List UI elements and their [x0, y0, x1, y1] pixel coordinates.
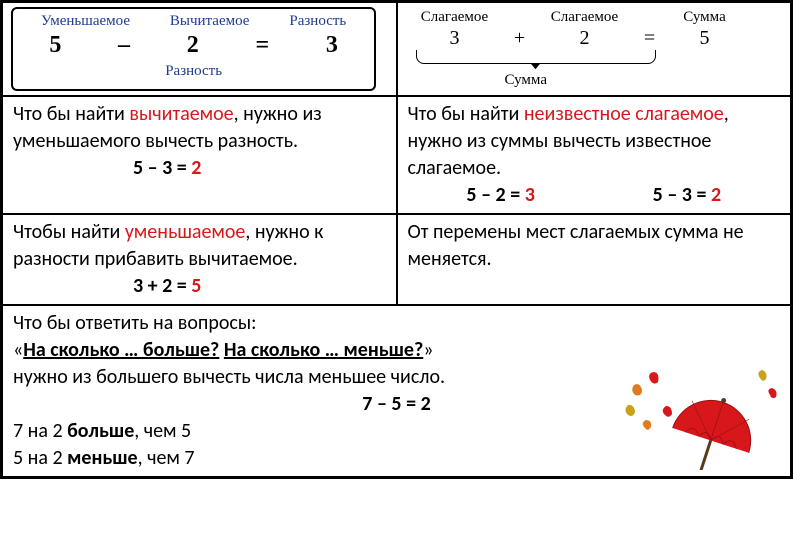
rule-find-minuend: Чтобы найти уменьшаемое, нужно к разност…: [2, 214, 397, 305]
val-b2: 2: [540, 25, 630, 52]
rule-compare: Что бы ответить на вопросы: «На сколько …: [2, 305, 791, 477]
val-eq2: =: [630, 25, 670, 52]
equation: 3 + 2 = 5: [13, 273, 386, 300]
header-addition: Слагаемое Слагаемое Сумма 3 + 2 = 5 Сумм…: [397, 2, 792, 96]
keyword: слагаемое: [635, 102, 724, 126]
text: Что бы найти: [408, 102, 524, 126]
val-c: 3: [326, 29, 338, 61]
equation: 5 – 3 = 2: [13, 155, 386, 182]
rule-find-subtrahend: Что бы найти вычитаемое, нужно из уменьш…: [2, 96, 397, 214]
line1: Что бы ответить на вопросы:: [13, 310, 780, 337]
label-subtrahend: Вычитаемое: [170, 11, 250, 31]
text: Чтобы найти: [13, 220, 125, 244]
text: Что бы найти: [13, 102, 129, 126]
val-a: 5: [49, 29, 61, 61]
val-b: 2: [187, 29, 199, 61]
label-addend1: Слагаемое: [410, 7, 500, 27]
label-difference-bottom: Разность: [21, 61, 366, 81]
equations: 5 – 2 = 3 5 – 3 = 2: [408, 182, 781, 209]
label-minuend: Уменьшаемое: [41, 11, 130, 31]
val-op2: +: [500, 25, 540, 52]
keyword: вычитаемое: [129, 102, 233, 126]
rule-commutative: От перемены мест слагаемых сумма не меня…: [397, 214, 792, 305]
header-subtraction: Уменьшаемое Вычитаемое Разность 5 – 2 = …: [2, 2, 397, 96]
val-op: –: [118, 29, 130, 61]
label-sum-bottom: Сумма: [410, 70, 779, 90]
keyword: неизвестное: [524, 102, 631, 126]
label-difference: Разность: [289, 11, 346, 31]
rule-find-addend: Что бы найти неизвестное слагаемое, нужн…: [397, 96, 792, 214]
text: От перемены мест слагаемых сумма не меня…: [408, 220, 744, 271]
subtraction-box: Уменьшаемое Вычитаемое Разность 5 – 2 = …: [11, 7, 376, 91]
rules-table: Уменьшаемое Вычитаемое Разность 5 – 2 = …: [0, 0, 793, 479]
brace-icon: [416, 50, 656, 64]
label-sum: Сумма: [670, 7, 740, 27]
umbrella-leaves-icon: [620, 360, 780, 470]
val-c2: 5: [670, 25, 740, 52]
val-eq: =: [255, 29, 269, 61]
val-a2: 3: [410, 25, 500, 52]
label-addend2: Слагаемое: [540, 7, 630, 27]
addition-box: Слагаемое Слагаемое Сумма 3 + 2 = 5 Сумм…: [404, 5, 785, 93]
keyword: уменьшаемое: [125, 220, 246, 244]
